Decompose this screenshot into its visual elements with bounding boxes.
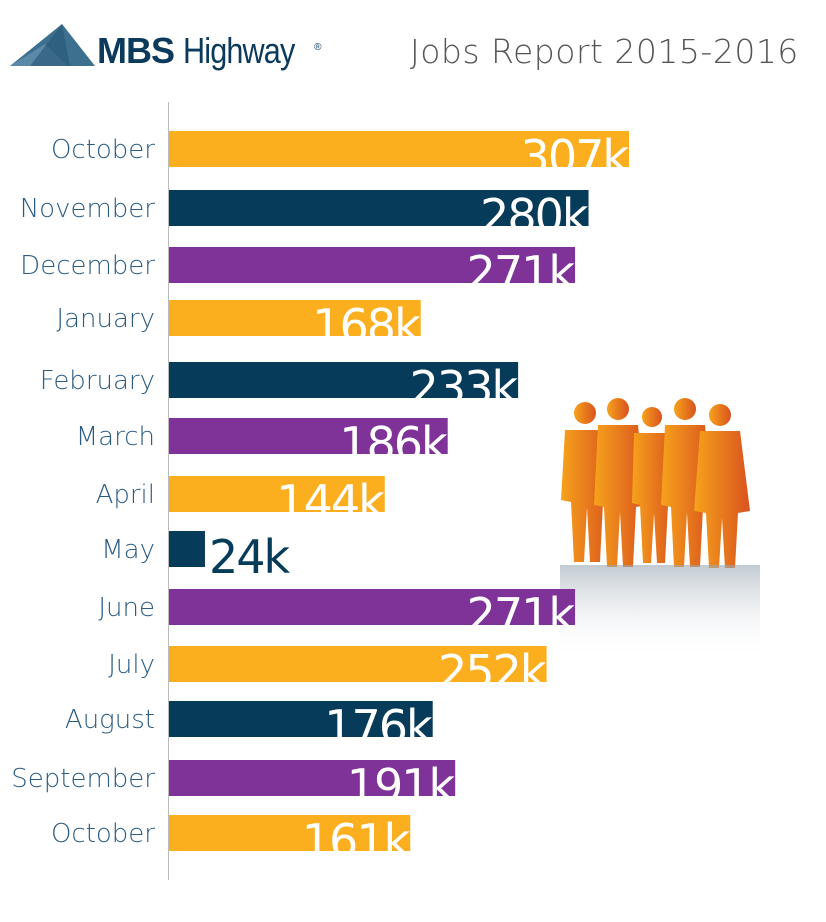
bar: [169, 646, 547, 682]
bar: [169, 531, 205, 567]
category-label: March: [76, 422, 155, 452]
bar: [169, 190, 589, 226]
data-label: 168k: [312, 299, 421, 353]
data-label: 191k: [347, 759, 456, 813]
category-label: February: [40, 366, 155, 396]
bar: [169, 476, 385, 512]
data-label: 271k: [467, 246, 576, 300]
category-label: May: [101, 535, 155, 565]
category-label: July: [108, 650, 155, 680]
brand-name: MBS Highway ®: [97, 30, 322, 71]
bar: [169, 418, 448, 454]
data-label: 280k: [480, 189, 589, 243]
bar: [169, 300, 421, 336]
category-label: August: [65, 705, 155, 735]
bar: [169, 247, 576, 283]
data-label: 161k: [302, 814, 411, 868]
bar: [169, 362, 519, 398]
mbs-highway-logo-icon: [10, 24, 95, 66]
category-label: December: [20, 251, 155, 281]
category-label: October: [51, 819, 155, 849]
bar: [169, 701, 433, 737]
category-label: October: [51, 135, 155, 165]
data-label: 252k: [438, 645, 547, 699]
category-label: April: [96, 480, 155, 510]
data-label: 307k: [521, 130, 630, 184]
data-label: 233k: [410, 361, 519, 415]
category-label: November: [20, 194, 156, 224]
bar: [169, 589, 576, 625]
business-people-illustration: [560, 398, 760, 660]
data-label: 186k: [339, 417, 448, 471]
data-label: 144k: [276, 475, 385, 529]
bar: [169, 760, 456, 796]
data-label: 24k: [209, 530, 291, 584]
data-label: 176k: [324, 700, 433, 754]
bar: [169, 815, 411, 851]
data-label: 271k: [467, 588, 576, 642]
category-label: June: [98, 593, 155, 623]
category-label: September: [11, 764, 155, 794]
bar: [169, 131, 629, 167]
category-label: January: [56, 304, 155, 334]
page-title: Jobs Report 2015-2016: [410, 32, 799, 71]
